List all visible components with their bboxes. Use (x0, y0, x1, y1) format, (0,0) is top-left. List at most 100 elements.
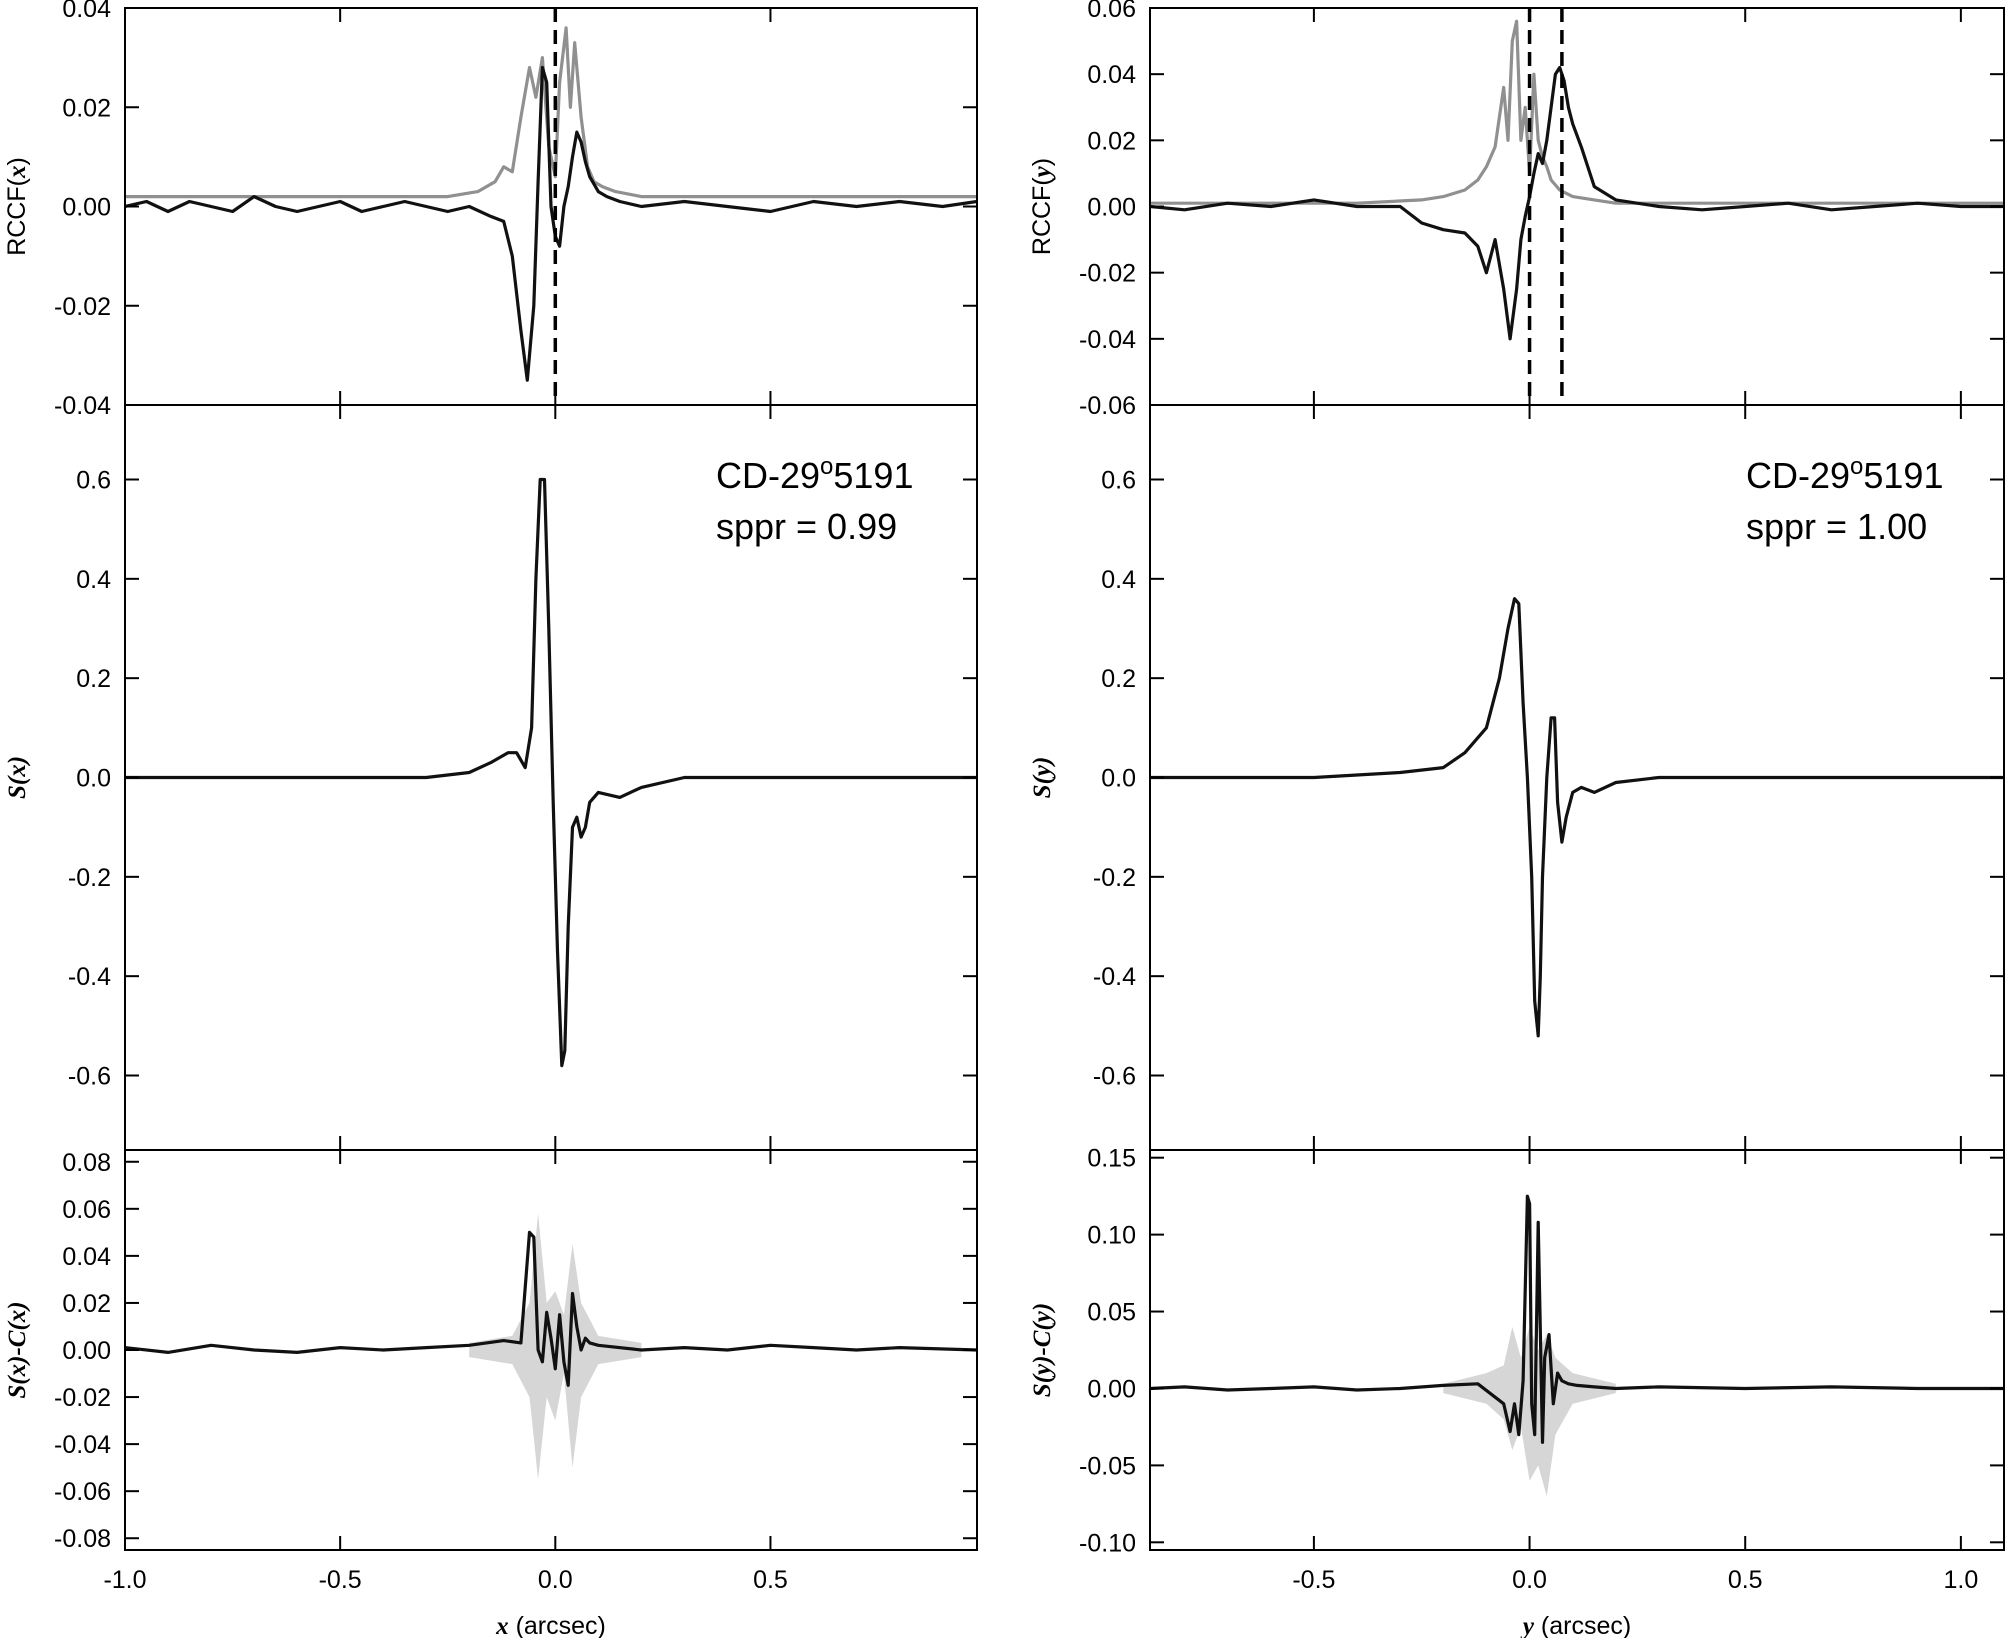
x-signal-ytick-label: 0.6 (76, 467, 111, 495)
star-name-prefix: CD-29 (1746, 455, 1850, 496)
sppr-label-right: sppr = 1.00 (1746, 506, 1927, 547)
x-rccf-ylabel: RCCF(x) (3, 157, 31, 256)
x-signal-ytick-label: 0.2 (76, 665, 111, 693)
y-signal-series-line-0 (1150, 597, 2004, 1038)
star-name-degree: o (820, 453, 833, 480)
xlabel-unit: (arcsec) (509, 1612, 606, 1638)
x-residual-xtick-label: -0.5 (319, 1566, 362, 1594)
y-residual-xtick-label: 1.0 (1943, 1566, 1978, 1594)
x-residual-xtick-label: 0.5 (753, 1566, 788, 1594)
ylabel-variable: y (1029, 165, 1056, 180)
x-residual-xtick-label: -1.0 (103, 1566, 146, 1594)
y-signal-ytick-label: 0.2 (1101, 665, 1136, 693)
y-signal-ytick-label: 0.0 (1101, 765, 1136, 793)
sppr-label-left: sppr = 0.99 (716, 506, 897, 547)
y-rccf-data (1150, 8, 2004, 405)
y-residual-series-line-0 (1150, 1194, 2004, 1444)
x-residual-ytick-label: -0.08 (54, 1525, 111, 1553)
y-signal-ytick-label: -0.6 (1093, 1063, 1136, 1091)
star-name-right: CD-29o5191 (1746, 453, 1943, 496)
y-residual-frame (1149, 1149, 2005, 1551)
x-signal-series-line-0 (125, 477, 977, 1068)
x-residual-xtick-label: 0.0 (538, 1566, 573, 1594)
x-rccf-panel: -0.04 -0.02 0.00 0.02 0.04 RCCF(x) (3, 0, 978, 420)
x-residual-ytick-label: 0.08 (62, 1149, 111, 1177)
y-residual-ytick-label: 0.10 (1087, 1222, 1136, 1250)
y-rccf-ytick-label: 0.02 (1087, 127, 1136, 155)
y-rccf-ytick-label: 0.00 (1087, 194, 1136, 222)
y-signal-ytick-label: -0.4 (1093, 963, 1136, 991)
y-residual-data (1150, 1194, 2004, 1497)
y-residual-ytick-label: -0.10 (1079, 1529, 1136, 1557)
y-rccf-ytick-label: 0.06 (1087, 0, 1136, 23)
y-rccf-ylabel: RCCF(y) (1028, 158, 1056, 255)
ylabel-prefix: RCCF( (1028, 177, 1056, 255)
x-rccf-ytick-label: 0.02 (62, 94, 111, 122)
y-residual-xlabel: y (arcsec) (1520, 1612, 1631, 1638)
x-residual-ytick-label: 0.04 (62, 1243, 111, 1271)
ylabel-variable: S(x)-C(x) (4, 1301, 31, 1398)
ylabel-suffix: ) (1028, 158, 1056, 166)
y-rccf-series-line-0 (1150, 19, 2004, 205)
xlabel-unit: (arcsec) (1534, 1612, 1631, 1638)
x-residual-ytick-label: -0.04 (54, 1431, 111, 1459)
y-signal-ytick-label: 0.4 (1101, 566, 1136, 594)
y-residual-ytick-label: 0.00 (1087, 1375, 1136, 1403)
x-residual-series-line-0 (125, 1230, 977, 1387)
x-rccf-ytick-label: -0.04 (54, 392, 111, 420)
x-rccf-data (125, 8, 977, 405)
y-residual-xtick-label: -0.5 (1292, 1566, 1335, 1594)
x-residual-panel: -0.08 -0.06 -0.04 -0.02 0.00 0.02 0.04 0.06 0.08… (4, 1149, 978, 1638)
x-residual-ytick-label: -0.06 (54, 1478, 111, 1506)
ylabel-variable: S(x) (4, 756, 31, 799)
x-residual-uncertainty-band (469, 1213, 642, 1480)
star-name-suffix: 5191 (1863, 455, 1943, 496)
x-residual-ylabel: S(x)-C(x) (4, 1301, 31, 1398)
y-residual-ytick-label: -0.05 (1079, 1452, 1136, 1480)
y-rccf-ytick-label: -0.02 (1079, 260, 1136, 288)
x-signal-ytick-label: 0.0 (76, 765, 111, 793)
y-signal-ytick-label: 0.6 (1101, 467, 1136, 495)
x-rccf-ytick-label: 0.00 (62, 194, 111, 222)
y-rccf-series-line-1 (1150, 65, 2004, 341)
x-signal-panel: -0.6 -0.4 -0.2 0.0 0.2 0.4 0.6 S(x) (4, 404, 978, 1151)
y-residual-panel: -0.10 -0.05 0.00 0.05 0.10 0.15 -0.5 0.0 0.5 1.0 S… (1029, 1145, 2005, 1638)
star-name-degree: o (1850, 453, 1863, 480)
y-residual-xtick-label: 0.0 (1512, 1566, 1547, 1594)
y-residual-uncertainty-band (1443, 1326, 1616, 1497)
x-rccf-series-line-1 (125, 65, 977, 382)
y-rccf-ytick-label: -0.06 (1079, 392, 1136, 420)
x-residual-ytick-label: 0.02 (62, 1290, 111, 1318)
x-residual-ytick-label: 0.00 (62, 1337, 111, 1365)
x-rccf-series-line-0 (125, 26, 977, 199)
y-signal-ytick-label: -0.2 (1093, 864, 1136, 892)
y-residual-ytick-label: 0.05 (1087, 1299, 1136, 1327)
y-rccf-ytick-label: 0.04 (1087, 61, 1136, 89)
star-name-prefix: CD-29 (716, 455, 820, 496)
x-signal-ytick-label: -0.6 (68, 1063, 111, 1091)
y-residual-ytick-label: 0.15 (1087, 1145, 1136, 1173)
ylabel-variable: x (4, 166, 31, 180)
x-residual-ytick-label: 0.06 (62, 1196, 111, 1224)
x-residual-data (125, 1213, 977, 1480)
ylabel-prefix: RCCF( (3, 177, 31, 255)
x-signal-ytick-label: -0.2 (68, 864, 111, 892)
x-residual-ytick-label: -0.02 (54, 1384, 111, 1412)
y-signal-data (1150, 597, 2004, 1038)
x-residual-xlabel: x (arcsec) (495, 1612, 606, 1638)
ylabel-variable: S(y) (1029, 757, 1056, 799)
x-rccf-ytick-label: -0.02 (54, 293, 111, 321)
star-name-left: CD-29o5191 (716, 453, 913, 496)
x-signal-ytick-label: -0.4 (68, 963, 111, 991)
y-residual-ylabel: S(y)-C(y) (1029, 1303, 1056, 1397)
y-residual-xtick-label: 0.5 (1728, 1566, 1763, 1594)
x-signal-ylabel: S(x) (4, 756, 31, 799)
x-signal-ytick-label: 0.4 (76, 566, 111, 594)
ylabel-variable: S(y)-C(y) (1029, 1303, 1056, 1397)
ylabel-suffix: ) (3, 157, 31, 165)
y-rccf-panel: -0.06 -0.04 -0.02 0.00 0.02 0.04 0.06 RCCF(y) (1028, 0, 2005, 420)
y-rccf-ytick-label: -0.04 (1079, 326, 1136, 354)
x-signal-data (125, 477, 977, 1068)
x-rccf-ytick-label: 0.04 (62, 0, 111, 23)
xlabel-variable: x (495, 1613, 509, 1638)
